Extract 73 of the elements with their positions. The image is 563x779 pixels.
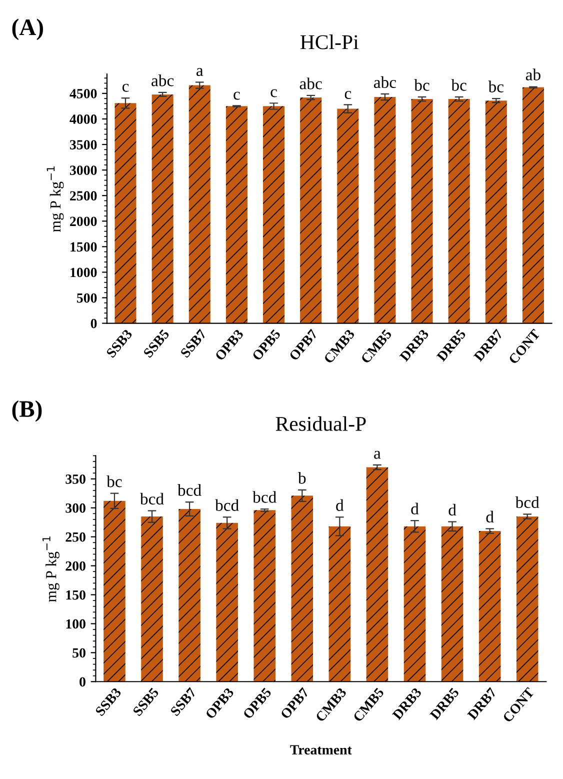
- y-tick-label: 50: [72, 648, 86, 658]
- annotation: bc: [106, 475, 122, 488]
- annotation: bc: [488, 80, 504, 92]
- y-tick-label: 4000: [70, 114, 97, 124]
- bar: [485, 100, 507, 324]
- y-tick-label: 350: [66, 474, 86, 484]
- annotation: d: [486, 510, 494, 523]
- y-tick-label: 300: [66, 503, 86, 513]
- bar: [300, 98, 322, 324]
- y-axis-title: mg P kg$^{−1}$: [46, 166, 64, 232]
- chart-title: Residual-P: [276, 416, 366, 431]
- y-tick-label: 200: [66, 561, 86, 571]
- y-tick-label: 100: [66, 619, 86, 629]
- annotation: c: [122, 84, 129, 92]
- annotation: c: [344, 90, 352, 99]
- bar: [478, 531, 501, 682]
- annotation: d: [448, 504, 456, 516]
- annotation: bcd: [515, 496, 540, 508]
- annotation: ab: [526, 68, 540, 80]
- bar: [291, 496, 314, 682]
- bar: [178, 509, 200, 682]
- annotation: bcd: [140, 492, 164, 505]
- annotation: abc: [374, 76, 396, 88]
- y-tick-label: 500: [76, 293, 97, 303]
- y-tick-label: 0: [80, 677, 86, 687]
- text: (A): [12, 18, 43, 40]
- bar: [404, 526, 426, 682]
- bar: [328, 526, 351, 682]
- bar: [152, 94, 174, 324]
- annotation: c: [270, 89, 277, 98]
- annotation: bcd: [252, 491, 276, 503]
- bar: [188, 85, 210, 324]
- annotation: a: [374, 450, 381, 459]
- y-tick-label: 150: [66, 590, 86, 600]
- annotation: abc: [300, 78, 322, 90]
- y-tick-label: 250: [66, 532, 86, 542]
- annotation: b: [298, 472, 306, 484]
- bar: [337, 108, 359, 324]
- y-tick-label: 2500: [70, 191, 97, 201]
- annotation: abc: [152, 74, 174, 86]
- bar: [374, 96, 396, 324]
- y-tick-label: 1500: [70, 242, 97, 252]
- y-tick-label: 4500: [70, 89, 97, 98]
- bar: [448, 99, 470, 324]
- y-tick-label: 1000: [70, 268, 97, 278]
- annotation: bc: [414, 79, 430, 91]
- bar: [114, 103, 136, 324]
- annotation: a: [196, 68, 204, 76]
- bar: [226, 106, 248, 324]
- bar: [441, 526, 464, 682]
- bar: [141, 516, 163, 682]
- bar: [216, 522, 238, 682]
- y-tick-label: 3500: [70, 140, 97, 150]
- y-tick-label: 3000: [70, 166, 97, 175]
- annotation: d: [411, 502, 419, 514]
- annotation: d: [336, 499, 344, 511]
- bar: [263, 106, 285, 324]
- bar: [104, 500, 126, 682]
- bar: [366, 467, 388, 682]
- bar: [411, 99, 433, 324]
- bar: [254, 510, 276, 682]
- x-axis-title: Treatment: [290, 745, 352, 755]
- y-tick-label: 2000: [70, 216, 97, 226]
- annotation: bc: [451, 79, 466, 91]
- y-tick-label: 0: [90, 318, 97, 328]
- text: (B): [12, 400, 42, 422]
- annotation: bcd: [178, 484, 202, 496]
- annotation: c: [234, 92, 240, 100]
- chart-title: HCl-Pi: [300, 34, 358, 50]
- annotation: bcd: [215, 499, 239, 511]
- bar: [516, 516, 538, 682]
- bar: [522, 87, 544, 324]
- y-axis-title: mg P kg$^{−1}$: [42, 536, 60, 602]
